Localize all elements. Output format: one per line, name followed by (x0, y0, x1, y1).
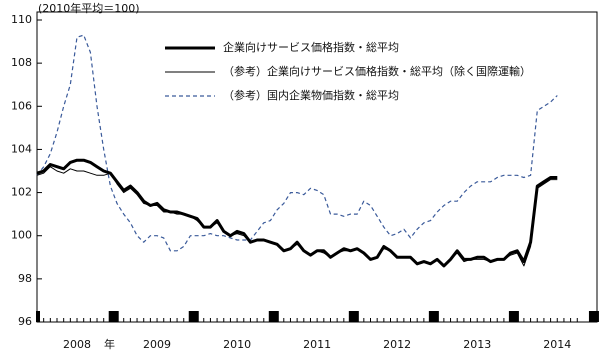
year-separator (268, 311, 279, 322)
y-tick-label: 100 (11, 229, 32, 242)
y-tick-label: 96 (18, 315, 32, 328)
x-tick-label: 2009 (143, 338, 171, 351)
year-separator (508, 311, 519, 322)
year-separator (348, 311, 359, 322)
year-separator (108, 311, 119, 322)
x-tick-label: 2011 (303, 338, 331, 351)
x-tick-label: 2014 (543, 338, 571, 351)
y-tick-label: 102 (11, 186, 32, 199)
x-tick-label: 2013 (463, 338, 491, 351)
series-line (36, 158, 558, 268)
year-separator (188, 311, 199, 322)
x-tick-label: 2010 (223, 338, 251, 351)
series-line (36, 34, 558, 252)
chart-title: (2010年平均＝100) (38, 1, 140, 15)
year-separator (588, 311, 599, 322)
x-tick-label: 2012 (383, 338, 411, 351)
plot-frame (36, 11, 598, 323)
year-separator (36, 311, 40, 322)
y-tick-label: 104 (11, 142, 32, 155)
x-unit-label: 年 (104, 337, 115, 351)
legend-label: （参考）企業向けサービス価格指数・総平均（除く国際運輸） (223, 64, 531, 78)
year-separator (428, 311, 439, 322)
legend-label: （参考）国内企業物価指数・総平均 (223, 88, 399, 102)
y-tick-label: 98 (18, 272, 32, 285)
y-tick-label: 106 (11, 99, 32, 112)
x-tick-label: 2008 (63, 338, 91, 351)
y-tick-label: 108 (11, 56, 32, 69)
legend-label: 企業向けサービス価格指数・総平均 (223, 40, 399, 54)
y-tick-label: 110 (11, 13, 32, 26)
